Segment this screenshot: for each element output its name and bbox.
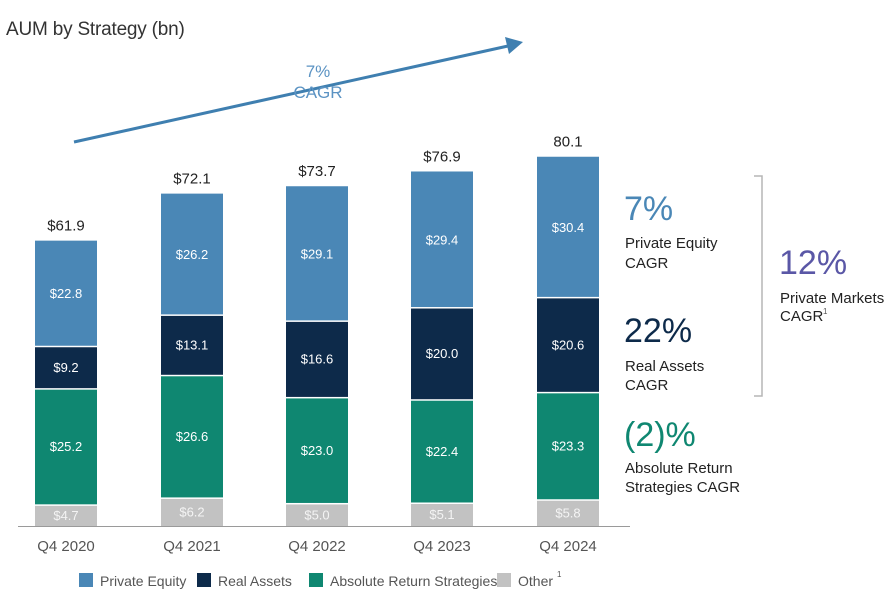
bar-private-equity-2 (161, 193, 223, 315)
bar-label-absolute-return-strategies-1: $25.2 (50, 439, 83, 454)
bracket-cagr-pct: 12% (779, 244, 847, 282)
bar-real-assets-4 (411, 308, 473, 400)
bar-label-absolute-return-strategies-5: $23.3 (552, 439, 585, 454)
bar-label-absolute-return-strategies-4: $22.4 (426, 444, 459, 459)
legend-footnote-other: 1 (557, 570, 562, 579)
bar-private-equity-1 (35, 240, 97, 346)
x-tick-label-1: Q4 2020 (37, 538, 95, 555)
bracket-cagr-label2: CAGR (780, 308, 824, 325)
bar-absolute-return-strategies-2 (161, 376, 223, 498)
bar-label-real-assets-5: $20.6 (552, 337, 585, 352)
bar-label-real-assets-2: $13.1 (176, 338, 209, 353)
bar-other-3 (286, 504, 348, 526)
side-cagr-pct-2: 22% (624, 312, 692, 350)
trend-arrowhead (505, 37, 523, 54)
bar-label-private-equity-4: $29.4 (426, 232, 459, 247)
bar-other-2 (161, 498, 223, 526)
bar-label-real-assets-4: $20.0 (426, 346, 459, 361)
legend-label-other: Other (518, 573, 553, 589)
trend-cagr-label: CAGR (293, 83, 342, 102)
legend-swatch-other (497, 573, 511, 587)
private-markets-bracket (754, 175, 763, 397)
side-cagr-label1-1: Private Equity (625, 235, 718, 252)
bar-label-other-5: $5.8 (555, 506, 580, 521)
bar-private-equity-5 (537, 156, 599, 297)
x-tick-label-3: Q4 2022 (288, 538, 346, 555)
side-cagr-label2-2: CAGR (625, 377, 669, 394)
bar-total-label-3: $73.7 (298, 163, 336, 180)
bracket-cagr-footnote: 1 (823, 307, 828, 316)
x-tick-label-2: Q4 2021 (163, 538, 221, 555)
bar-absolute-return-strategies-1 (35, 389, 97, 505)
bar-other-1 (35, 505, 97, 526)
bar-label-real-assets-1: $9.2 (53, 360, 78, 375)
legend-label-real-assets: Real Assets (218, 573, 292, 589)
legend-label-private-equity: Private Equity (100, 573, 186, 589)
bar-absolute-return-strategies-4 (411, 400, 473, 503)
bar-total-label-1: $61.9 (47, 218, 85, 235)
bar-real-assets-1 (35, 347, 97, 389)
legend-swatch-real-assets (197, 573, 211, 587)
bar-total-label-2: $72.1 (173, 171, 211, 188)
bar-total-label-5: 80.1 (553, 134, 582, 151)
bar-label-other-4: $5.1 (429, 507, 454, 522)
bar-real-assets-3 (286, 321, 348, 397)
x-tick-label-5: Q4 2024 (539, 538, 597, 555)
bar-label-absolute-return-strategies-3: $23.0 (301, 443, 334, 458)
bar-label-other-1: $4.7 (53, 508, 78, 523)
bar-absolute-return-strategies-5 (537, 393, 599, 500)
bar-label-real-assets-3: $16.6 (301, 352, 334, 367)
side-cagr-pct-1: 7% (624, 190, 673, 228)
bar-real-assets-5 (537, 298, 599, 392)
legend-label-absolute-return-strategies: Absolute Return Strategies (330, 573, 497, 589)
bar-absolute-return-strategies-3 (286, 398, 348, 503)
bar-total-label-4: $76.9 (423, 148, 461, 165)
bar-label-private-equity-5: $30.4 (552, 220, 585, 235)
bar-other-5 (537, 500, 599, 526)
side-cagr-label2-1: CAGR (625, 255, 669, 272)
side-cagr-label2-3: Strategies CAGR (625, 479, 740, 496)
bar-label-absolute-return-strategies-2: $26.6 (176, 429, 209, 444)
side-cagr-pct-3: (2)% (624, 416, 696, 454)
trend-cagr-pct: 7% (306, 62, 331, 81)
x-tick-label-4: Q4 2023 (413, 538, 471, 555)
trend-arrow-line (73, 44, 509, 144)
bar-label-other-2: $6.2 (179, 505, 204, 520)
bar-private-equity-4 (411, 171, 473, 308)
side-cagr-label1-3: Absolute Return (625, 460, 733, 477)
bracket-cagr-label1: Private Markets (780, 290, 884, 307)
legend-swatch-private-equity (79, 573, 93, 587)
legend-swatch-absolute-return-strategies (309, 573, 323, 587)
bar-private-equity-3 (286, 186, 348, 321)
bar-label-private-equity-3: $29.1 (301, 246, 334, 261)
bar-label-private-equity-2: $26.2 (176, 247, 209, 262)
bar-label-private-equity-1: $22.8 (50, 286, 83, 301)
bar-other-4 (411, 503, 473, 526)
bar-label-other-3: $5.0 (304, 507, 329, 522)
chart-title: AUM by Strategy (bn) (6, 19, 185, 40)
bar-real-assets-2 (161, 315, 223, 375)
side-cagr-label1-2: Real Assets (625, 358, 704, 375)
